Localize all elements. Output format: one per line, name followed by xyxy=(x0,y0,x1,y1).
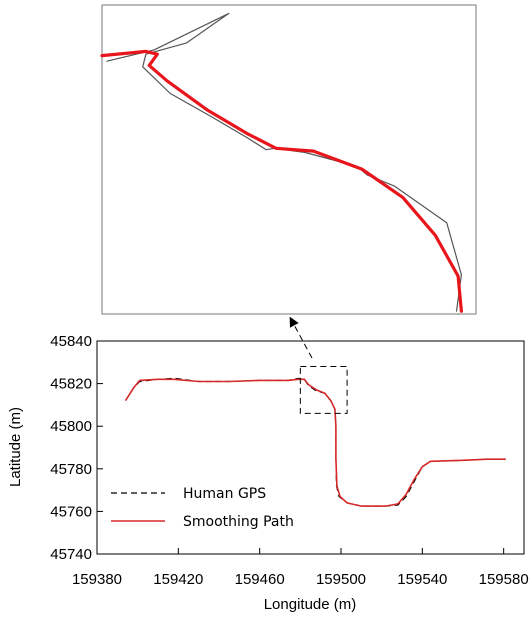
y-tick-label: 45840 xyxy=(50,333,92,350)
main-series-group xyxy=(124,377,506,507)
y-tick-label: 45780 xyxy=(50,461,92,478)
inset-frame xyxy=(101,4,477,315)
y-tick-label: 45800 xyxy=(50,418,92,435)
x-tick-label: 159460 xyxy=(235,571,285,588)
y-tick-label: 45820 xyxy=(50,376,92,393)
x-tick-label: 159500 xyxy=(316,571,366,588)
y-axis: 45740 45760 45780 45800 45820 45840 xyxy=(50,333,103,563)
y-tick-label: 45740 xyxy=(50,546,92,563)
x-tick-label: 159420 xyxy=(153,571,203,588)
zoom-box xyxy=(299,366,348,414)
x-axis: 159380 159420 159460 159500 159540 159580 xyxy=(72,548,529,588)
series-line-smoothing-path xyxy=(124,378,506,507)
x-tick-label: 159580 xyxy=(479,571,529,588)
inset-series-line-smoothing-path xyxy=(100,49,463,313)
x-tick-label: 159540 xyxy=(397,571,447,588)
inset-series-group xyxy=(100,12,463,313)
zoom-arrow xyxy=(289,316,313,359)
inset-series-line-human-gps xyxy=(106,12,462,312)
main-plot-frame xyxy=(96,340,525,555)
y-axis-title: Latitude (m) xyxy=(7,407,24,487)
zoom-connector xyxy=(289,316,313,359)
x-tick-label: 159380 xyxy=(72,571,122,588)
legend: Human GPS Smoothing Path xyxy=(111,486,294,530)
inset-chart xyxy=(100,4,477,315)
x-axis-title: Longitude (m) xyxy=(264,596,357,613)
y-tick-label: 45760 xyxy=(50,503,92,520)
legend-label-human-gps: Human GPS xyxy=(183,486,266,502)
legend-label-smoothing-path: Smoothing Path xyxy=(183,514,294,530)
